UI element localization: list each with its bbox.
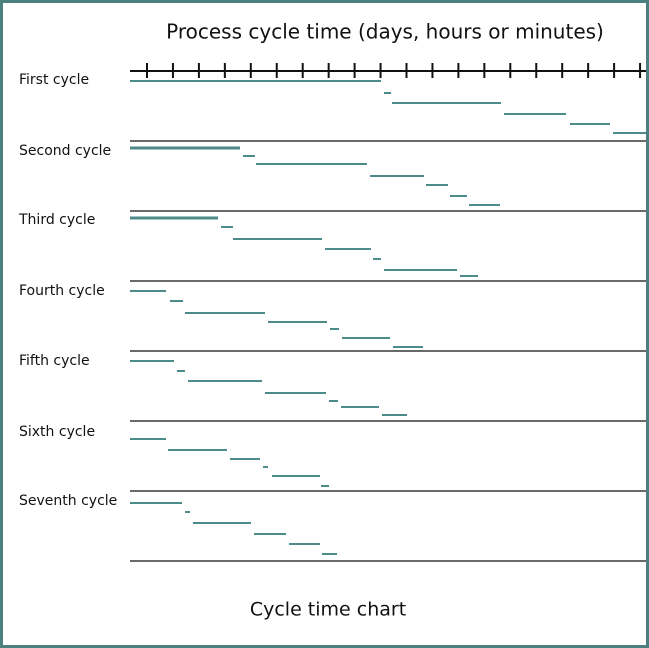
ticks xyxy=(146,63,642,78)
row-label: First cycle xyxy=(19,72,89,88)
row-label: Seventh cycle xyxy=(19,493,117,509)
title: Process cycle time (days, hours or minut… xyxy=(166,20,604,44)
row-label: Fifth cycle xyxy=(19,353,90,369)
row-label: Third cycle xyxy=(18,212,95,228)
row-label: Sixth cycle xyxy=(19,424,95,440)
caption: Cycle time chart xyxy=(250,599,406,621)
row-label: Second cycle xyxy=(19,143,111,159)
row-label: Fourth cycle xyxy=(19,283,105,299)
rows: First cycle Second cycle Third cycle Fourth… xyxy=(18,72,646,562)
